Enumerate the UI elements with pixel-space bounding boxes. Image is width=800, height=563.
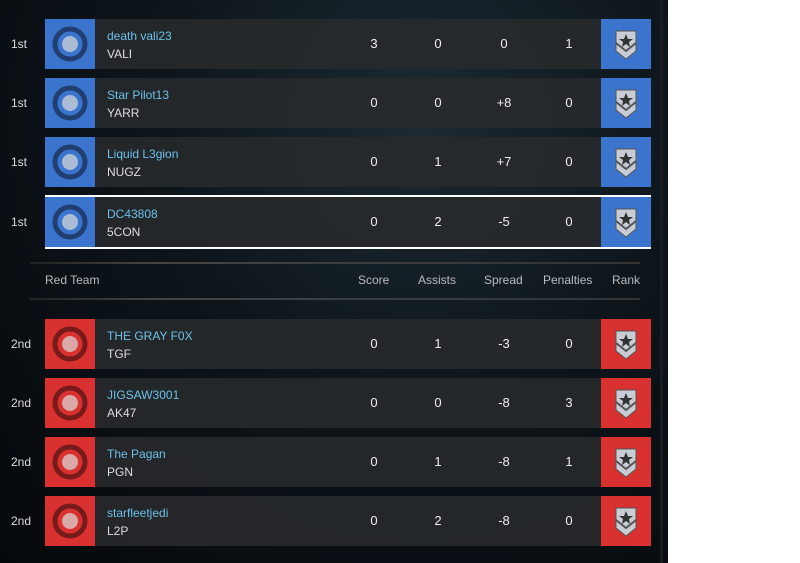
score: 0 — [370, 454, 378, 469]
placement: 2nd — [11, 396, 32, 410]
team-header: Red Team — [45, 273, 100, 287]
placement: 2nd — [11, 455, 32, 469]
chevron-diamond-rank-icon — [601, 137, 651, 187]
gear-lightning-emblem-icon — [45, 78, 95, 128]
clan-tag: 5CON — [107, 225, 141, 239]
clan-tag: YARR — [107, 106, 140, 120]
winged-star-rank-icon — [601, 78, 651, 128]
score: 0 — [370, 154, 378, 169]
skull-emblem-icon — [45, 437, 95, 487]
panel-scrollbar[interactable] — [660, 0, 663, 563]
score: 3 — [370, 36, 378, 51]
placement: 1st — [11, 215, 28, 229]
penalties: 1 — [565, 454, 573, 469]
placement: 1st — [11, 96, 28, 110]
chevron-rank-icon — [601, 319, 651, 369]
player-name[interactable]: JIGSAW3001 — [107, 388, 180, 402]
spread: -8 — [498, 454, 510, 469]
player-row[interactable]: THE GRAY F0X TGF 0 1 -3 0 — [45, 319, 651, 369]
clan-tag: L2P — [107, 524, 129, 538]
player-row[interactable]: The Pagan PGN 0 1 -8 1 — [45, 437, 651, 487]
penalties: 0 — [565, 95, 573, 110]
penalties: 0 — [565, 513, 573, 528]
penalties: 1 — [565, 36, 573, 51]
assists: 1 — [434, 336, 442, 351]
cross-emblem-icon — [45, 496, 95, 546]
spread-header[interactable]: Spread — [484, 273, 523, 287]
gold-chevron-rank-icon — [601, 378, 651, 428]
player-name[interactable]: DC43808 — [107, 207, 158, 221]
penalties: 3 — [565, 395, 573, 410]
sword-emblem-icon — [45, 19, 95, 69]
player-row[interactable]: JIGSAW3001 AK47 0 0 -8 3 — [45, 378, 651, 428]
penalties: 0 — [565, 154, 573, 169]
pirate-emblem-icon — [45, 197, 95, 247]
penalties: 0 — [565, 336, 573, 351]
player-name[interactable]: The Pagan — [107, 447, 166, 461]
penalties-header[interactable]: Penalties — [543, 273, 593, 287]
clan-tag: TGF — [107, 347, 131, 361]
divider — [30, 298, 640, 300]
player-row[interactable]: Star Pilot13 YARR 0 0 +8 0 — [45, 78, 651, 128]
spread: -5 — [498, 214, 510, 229]
clan-tag: VALI — [107, 47, 133, 61]
assists: 1 — [434, 154, 442, 169]
clan-tag: PGN — [107, 465, 134, 479]
player-name[interactable]: Star Pilot13 — [107, 88, 170, 102]
player-name[interactable]: THE GRAY F0X — [107, 329, 193, 343]
placement: 1st — [11, 37, 28, 51]
spread: -8 — [498, 395, 510, 410]
score: 0 — [370, 513, 378, 528]
player-name[interactable]: death vali23 — [107, 29, 172, 43]
score: 0 — [370, 95, 378, 110]
assists: 1 — [434, 454, 442, 469]
castle-emblem-icon — [45, 319, 95, 369]
player-row[interactable]: Liquid L3gion NUGZ 0 1 +7 0 — [45, 137, 651, 187]
placement: 2nd — [11, 514, 32, 528]
player-row[interactable]: DC43808 5CON 0 2 -5 0 — [45, 195, 651, 249]
assists: 0 — [434, 36, 442, 51]
lion-shield-emblem-icon — [45, 137, 95, 187]
chevron-star-rank-icon — [601, 197, 651, 247]
placement: 2nd — [11, 337, 32, 351]
player-row[interactable]: starfleetjedi L2P 0 2 -8 0 — [45, 496, 651, 546]
rank-header[interactable]: Rank — [612, 273, 641, 287]
score: 0 — [370, 214, 378, 229]
player-row[interactable]: death vali23 VALI 3 0 0 1 — [45, 19, 651, 69]
spread: +7 — [496, 154, 512, 169]
spread: -8 — [498, 513, 510, 528]
spread: -3 — [498, 336, 510, 351]
placement: 1st — [11, 155, 28, 169]
divider — [30, 262, 640, 264]
assists: 2 — [434, 214, 442, 229]
assists: 0 — [434, 95, 442, 110]
winged-star-rank-icon — [601, 496, 651, 546]
assists: 0 — [434, 395, 442, 410]
spider-emblem-icon — [45, 378, 95, 428]
score-header[interactable]: Score — [358, 273, 390, 287]
score: 0 — [370, 336, 378, 351]
winged-star-rank-icon — [601, 19, 651, 69]
assists-header[interactable]: Assists — [418, 273, 457, 287]
chevron-star-rank-icon — [601, 437, 651, 487]
player-name[interactable]: Liquid L3gion — [107, 147, 179, 161]
clan-tag: NUGZ — [107, 165, 141, 179]
spread: +8 — [496, 95, 512, 110]
penalties: 0 — [565, 214, 573, 229]
spread: 0 — [500, 36, 508, 51]
score: 0 — [370, 395, 378, 410]
player-name[interactable]: starfleetjedi — [107, 506, 169, 520]
clan-tag: AK47 — [107, 406, 137, 420]
assists: 2 — [434, 513, 442, 528]
